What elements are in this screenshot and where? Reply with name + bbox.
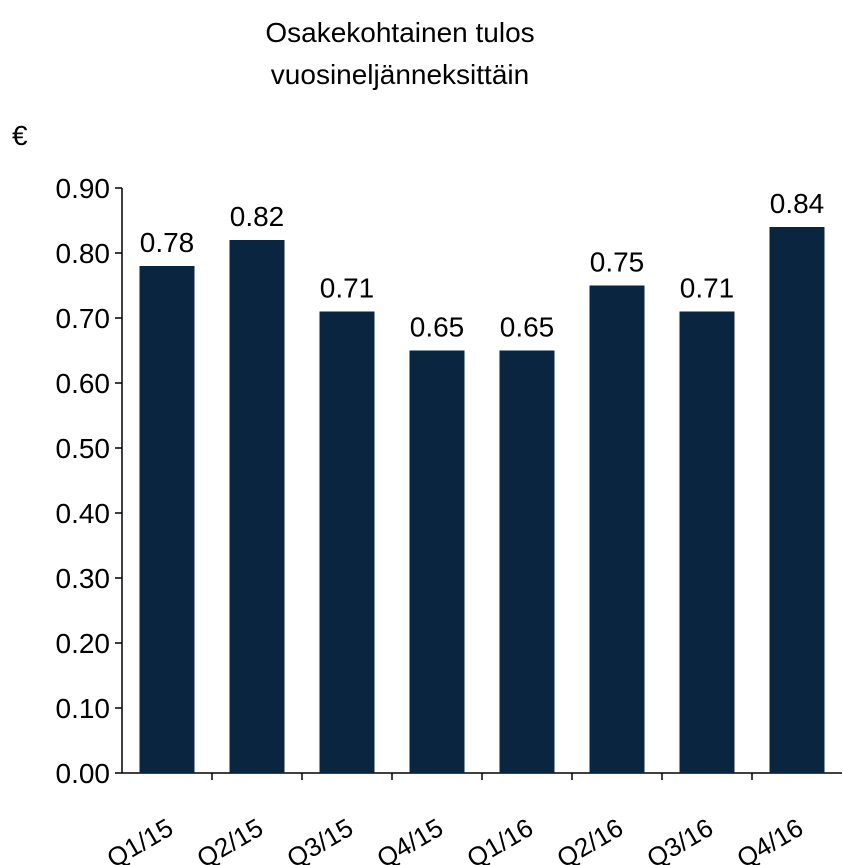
- y-tick-label: 0.60: [56, 368, 111, 399]
- y-tick-label: 0.10: [56, 693, 111, 724]
- chart-title: vuosineljänneksittäin: [271, 59, 529, 90]
- y-tick-label: 0.70: [56, 303, 111, 334]
- bar: [769, 227, 825, 773]
- value-label: 0.82: [230, 201, 285, 232]
- value-label: 0.71: [320, 273, 375, 304]
- bar: [139, 266, 195, 773]
- x-tick-label: Q3/16: [642, 812, 718, 865]
- bar: [679, 311, 735, 773]
- y-tick-label: 0.80: [56, 238, 111, 269]
- y-tick-label: 0.50: [56, 433, 111, 464]
- bar: [409, 350, 465, 773]
- bar: [589, 285, 645, 773]
- value-label: 0.65: [500, 312, 555, 343]
- chart-title: Osakekohtainen tulos: [265, 17, 534, 48]
- x-tick-label: Q1/16: [462, 812, 538, 865]
- x-tick-label: Q2/16: [552, 812, 628, 865]
- y-tick-label: 0.30: [56, 563, 111, 594]
- bar: [319, 311, 375, 773]
- x-tick-label: Q4/16: [732, 812, 808, 865]
- value-label: 0.84: [770, 188, 825, 219]
- y-tick-label: 0.20: [56, 628, 111, 659]
- y-tick-label: 0.90: [56, 173, 111, 204]
- y-tick-label: 0.40: [56, 498, 111, 529]
- y-tick-label: 0.00: [56, 758, 111, 789]
- value-label: 0.75: [590, 247, 645, 278]
- x-tick-label: Q3/15: [282, 812, 358, 865]
- bar: [229, 240, 285, 773]
- value-label: 0.78: [140, 227, 195, 258]
- value-label: 0.71: [680, 273, 735, 304]
- value-label: 0.65: [410, 312, 465, 343]
- y-axis-label: €: [12, 120, 28, 151]
- x-tick-label: Q1/15: [102, 812, 178, 865]
- x-tick-label: Q4/15: [372, 812, 448, 865]
- x-tick-label: Q2/15: [192, 812, 268, 865]
- bar: [499, 350, 555, 773]
